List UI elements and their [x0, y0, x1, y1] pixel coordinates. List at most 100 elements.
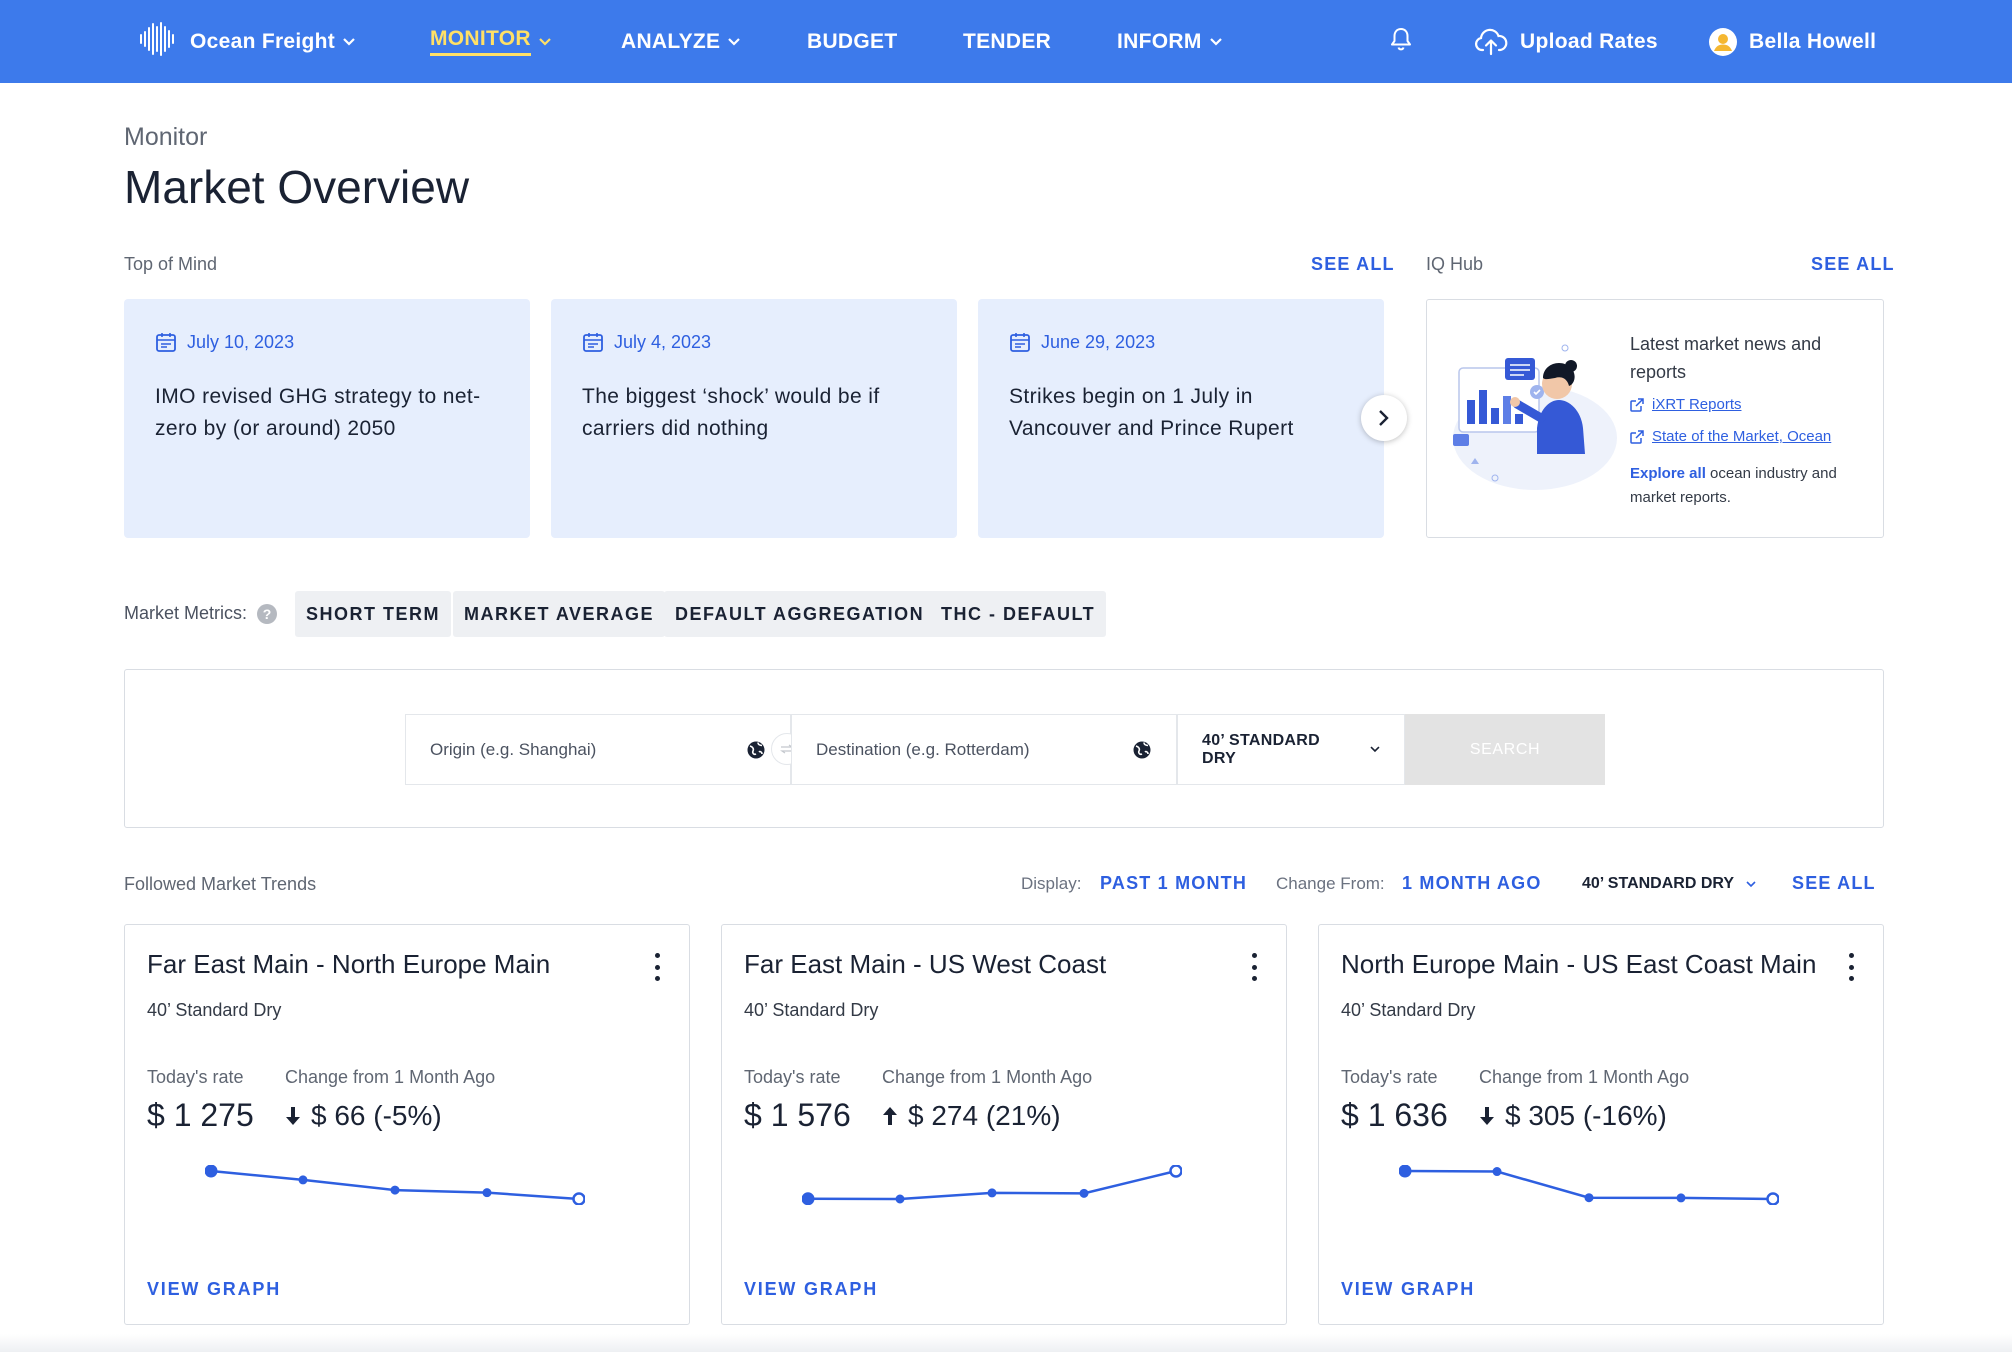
arrow-up-icon	[883, 1107, 897, 1125]
upload-rates-label: Upload Rates	[1520, 29, 1658, 53]
nav-budget[interactable]: BUDGET	[807, 0, 897, 83]
news-card[interactable]: June 29, 2023 Strikes begin on 1 July in…	[978, 299, 1384, 538]
metric-chip-default-aggregation[interactable]: DEFAULT AGGREGATION	[664, 591, 936, 637]
user-menu[interactable]: Bella Howell	[1709, 0, 1876, 83]
upload-rates-button[interactable]: Upload Rates	[1474, 0, 1658, 83]
nav-monitor[interactable]: MONITOR	[430, 0, 551, 83]
sparkline-point	[298, 1175, 308, 1185]
change-value: $ 274 (21%)	[882, 1100, 1061, 1132]
trend-container-type: 40’ Standard Dry	[744, 1000, 879, 1020]
trends-see-all-link[interactable]: SEE ALL	[1792, 873, 1876, 893]
top-of-mind-see-all-link[interactable]: SEE ALL	[1311, 254, 1395, 274]
destination-input[interactable]	[816, 739, 1096, 760]
metric-chip-short-term[interactable]: SHORT TERM	[295, 591, 451, 637]
notifications-button[interactable]	[1389, 0, 1413, 83]
more-options-icon[interactable]	[649, 953, 665, 981]
sparkline-line	[210, 1169, 580, 1201]
iq-hub-heading: Latest market news and reports	[1630, 334, 1822, 382]
state-of-market-link[interactable]: State of the Market, Ocean	[1630, 428, 1831, 445]
calendar-icon	[156, 333, 176, 352]
change-label: Change from 1 Month Ago	[1479, 1067, 1690, 1087]
trend-sparkline	[1399, 1165, 1779, 1205]
todays-rate-label: Today's rate	[1341, 1067, 1438, 1087]
trend-sparkline	[802, 1165, 1182, 1205]
sparkline-point	[987, 1188, 997, 1198]
change-label: Change from 1 Month Ago	[882, 1067, 1093, 1087]
sparkline-point	[1169, 1165, 1182, 1178]
explore-all-link[interactable]: Explore all	[1630, 465, 1706, 482]
page-title: Market Overview	[124, 161, 470, 213]
news-date-text: July 10, 2023	[187, 331, 295, 352]
nav-budget-label: BUDGET	[807, 29, 898, 53]
market-metrics: Market Metrics: ?	[124, 603, 278, 624]
trends-container-value: 40’ STANDARD DRY	[1582, 875, 1735, 892]
todays-rate-value: $ 1 576	[744, 1097, 851, 1133]
container-type-select[interactable]: 40’ STANDARD DRY	[1177, 714, 1405, 785]
more-options-icon[interactable]	[1843, 953, 1859, 981]
change-from-label: Change From:	[1276, 874, 1385, 893]
page-bottom-edge	[0, 1334, 2012, 1352]
trend-container-type: 40’ Standard Dry	[147, 1000, 282, 1020]
ixrt-reports-link-label: iXRT Reports	[1652, 396, 1742, 413]
help-icon[interactable]: ?	[257, 603, 278, 624]
chevron-down-icon	[1746, 880, 1756, 887]
brand-name: Ocean Freight	[190, 29, 336, 53]
arrow-down-icon	[286, 1107, 300, 1125]
change-from-toggle[interactable]: 1 MONTH AGO	[1402, 873, 1542, 893]
todays-rate-label: Today's rate	[147, 1067, 244, 1087]
calendar-icon	[1010, 333, 1030, 352]
calendar-icon	[583, 333, 603, 352]
metric-chip-thc-default[interactable]: THC - DEFAULT	[930, 591, 1107, 637]
nav-analyze-label: ANALYZE	[621, 29, 721, 53]
avatar	[1709, 27, 1737, 56]
sparkline-point	[802, 1192, 815, 1205]
globe-icon	[1133, 741, 1151, 758]
view-graph-link[interactable]: VIEW GRAPH	[744, 1279, 879, 1299]
news-card[interactable]: July 4, 2023 The biggest ‘shock’ would b…	[551, 299, 957, 538]
explore-description: ocean industry and market reports.	[1630, 465, 1837, 506]
container-type-value: 40’ STANDARD DRY	[1202, 731, 1320, 767]
followed-trends-label: Followed Market Trends	[124, 874, 317, 894]
chevron-down-icon	[1209, 34, 1222, 49]
news-date: June 29, 2023	[1009, 331, 1353, 353]
search-button[interactable]: SEARCH	[1405, 714, 1605, 785]
view-graph-link[interactable]: VIEW GRAPH	[147, 1279, 282, 1299]
chevron-down-icon	[343, 34, 355, 49]
chevron-right-icon	[1379, 410, 1389, 426]
iq-hub-see-all-link[interactable]: SEE ALL	[1811, 254, 1895, 274]
sparkline-point	[205, 1165, 218, 1178]
product-switcher[interactable]: Ocean Freight	[138, 0, 355, 83]
nav-analyze[interactable]: ANALYZE	[621, 0, 741, 83]
metric-chip-market-average[interactable]: MARKET AVERAGE	[453, 591, 666, 637]
iq-hub-card: Latest market news and reports iXRT Repo…	[1426, 299, 1884, 538]
chevron-down-icon	[728, 34, 741, 49]
sparkline-point	[1676, 1193, 1686, 1203]
news-card[interactable]: July 10, 2023 IMO revised GHG strategy t…	[124, 299, 530, 538]
change-amount: $ 305 (-16%)	[1505, 1100, 1667, 1131]
origin-field[interactable]	[405, 714, 791, 785]
news-date-text: July 4, 2023	[614, 331, 712, 352]
market-metrics-label: Market Metrics:	[124, 603, 248, 623]
news-title: The biggest ‘shock’ would be if carriers…	[582, 385, 880, 440]
change-from-control: Change From:	[1276, 872, 1385, 896]
nav-tender[interactable]: TENDER	[963, 0, 1051, 83]
external-link-icon	[1630, 397, 1644, 412]
news-title: IMO revised GHG strategy to net-zero by …	[155, 385, 481, 440]
carousel-next-button[interactable]	[1361, 395, 1407, 441]
news-date-text: June 29, 2023	[1041, 331, 1156, 352]
more-options-icon[interactable]	[1246, 953, 1262, 981]
change-value: $ 66 (-5%)	[285, 1100, 442, 1132]
news-date: July 4, 2023	[582, 331, 926, 353]
display-range-toggle[interactable]: PAST 1 MONTH	[1100, 873, 1248, 893]
origin-input[interactable]	[430, 739, 710, 760]
ixrt-reports-link[interactable]: iXRT Reports	[1630, 396, 1741, 413]
change-amount: $ 66 (-5%)	[311, 1100, 442, 1131]
trends-container-select[interactable]: 40’ STANDARD DRY	[1582, 872, 1756, 896]
view-graph-link[interactable]: VIEW GRAPH	[1341, 1279, 1476, 1299]
market-trend-card: Far East Main - North Europe Main 40’ Sta…	[124, 924, 690, 1325]
nav-inform[interactable]: INFORM	[1117, 0, 1222, 83]
sparkline-point	[572, 1192, 585, 1205]
bell-icon	[1389, 26, 1413, 58]
destination-field[interactable]	[791, 714, 1177, 785]
breadcrumb: Monitor	[124, 123, 208, 151]
